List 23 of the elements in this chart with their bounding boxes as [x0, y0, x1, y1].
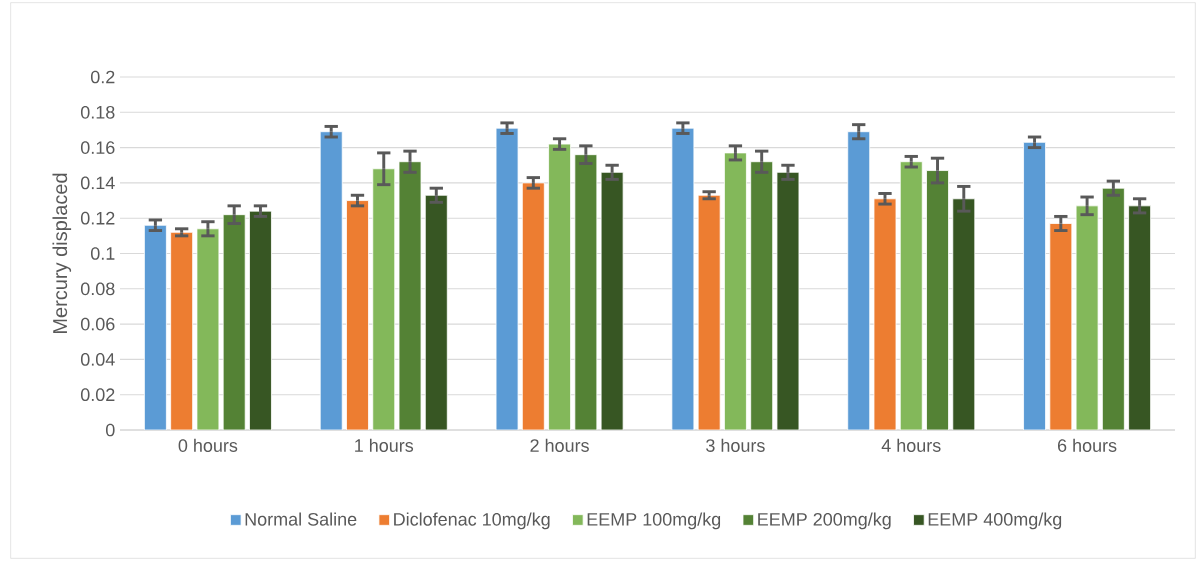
x-tick-label: 2 hours	[530, 438, 589, 452]
legend-label: Diclofenac 10mg/kg	[394, 512, 550, 530]
x-tick-label: 0 hours	[178, 438, 238, 452]
y-tick-label: 0.04	[80, 353, 115, 366]
legend-label: EEMP 100mg/kg	[587, 512, 721, 530]
legend-label: EEMP 200mg/kg	[758, 512, 891, 530]
y-tick-label: 0.1	[90, 247, 115, 260]
x-tick-label: 1 hours	[355, 438, 414, 452]
legend-label: EEMP 400mg/kg	[928, 512, 1062, 530]
x-tick-label: 4 hours	[881, 438, 941, 452]
legend-label: Normal Saline	[245, 512, 357, 526]
y-tick-label: 0.06	[80, 317, 115, 331]
y-tick-label: 0.08	[80, 282, 115, 296]
y-tick-label: 0.18	[80, 105, 115, 119]
x-tick-label: 3 hours	[706, 438, 765, 452]
x-tick-label: 6 hours	[1057, 438, 1117, 452]
y-tick-label: 0.16	[80, 141, 115, 154]
y-tick-label: 0.02	[80, 388, 115, 402]
y-tick-label: 0.12	[80, 211, 115, 225]
y-tick-label: 0.14	[80, 176, 115, 190]
y-axis-title: Mercury displaced	[52, 173, 72, 334]
y-tick-label: 0.2	[90, 70, 115, 84]
y-tick-label: 0	[105, 423, 115, 437]
